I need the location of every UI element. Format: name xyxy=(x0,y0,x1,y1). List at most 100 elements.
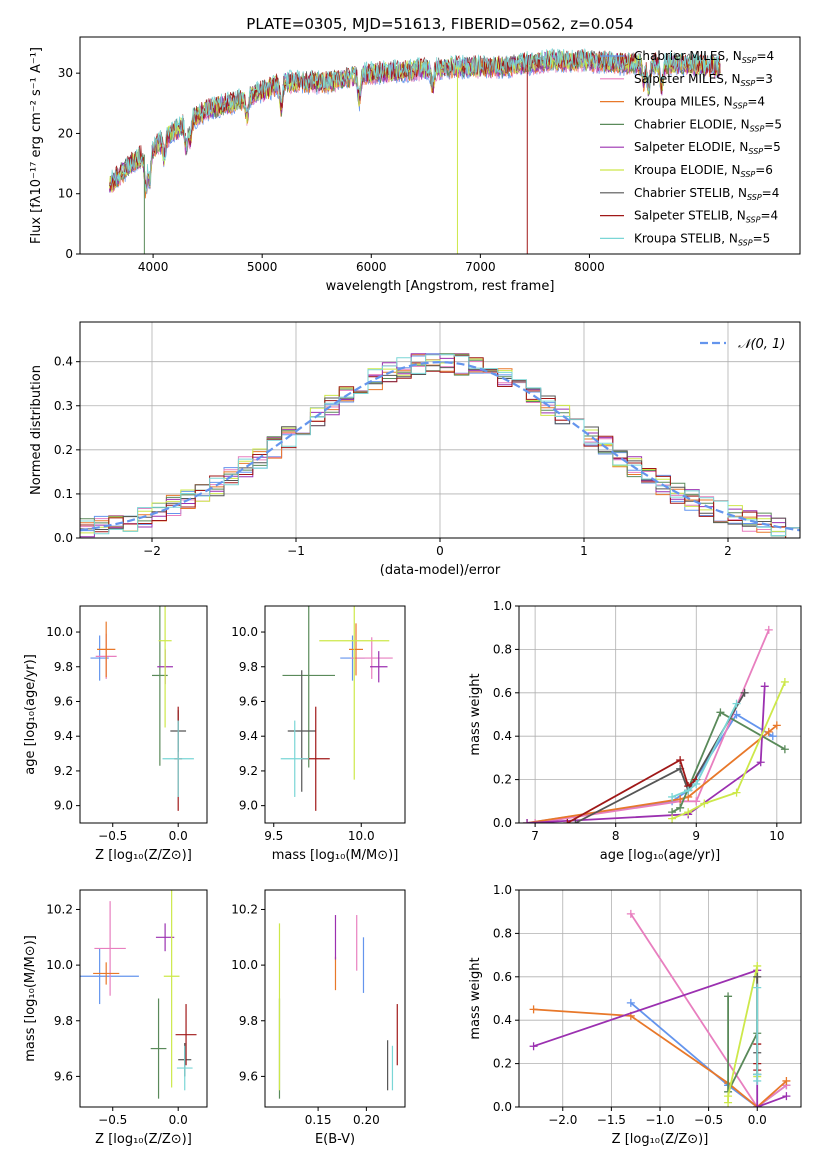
y-tick-label: 0.2 xyxy=(493,773,512,787)
y-tick-label: 10.2 xyxy=(46,902,73,916)
x-axis-label: mass [log₁₀(M/M⊙)] xyxy=(272,848,399,863)
x-tick-label: 4000 xyxy=(138,260,169,274)
histogram-step xyxy=(80,354,800,537)
legend-label: Chabrier MILES, NSSP=4 xyxy=(634,49,774,65)
series-marker xyxy=(780,745,789,754)
y-tick-label: 9.4 xyxy=(54,729,73,743)
axes-frame xyxy=(264,889,406,1108)
series-line xyxy=(671,711,786,813)
x-tick-label: 0.0 xyxy=(748,1113,767,1127)
series-marker xyxy=(724,992,733,1001)
x-axis-label: age [log₁₀(age/yr)] xyxy=(600,848,721,863)
massweight-vs-metallicity-plot: −2.0 −1.5 −1.0 −0.5 0.0 0.0 0.2 0.4 0.6 0.8 1.0 Z [… xyxy=(468,883,802,1147)
y-tick-label: 0.2 xyxy=(54,443,73,457)
series-marker xyxy=(668,792,677,801)
series-marker xyxy=(529,1005,538,1014)
series-marker xyxy=(626,909,635,918)
y-tick-label: 10 xyxy=(58,187,73,201)
series-marker xyxy=(732,788,741,797)
series-marker xyxy=(782,1076,791,1085)
series-marker xyxy=(523,819,532,823)
x-tick-label: −1.5 xyxy=(597,1113,626,1127)
series-marker xyxy=(676,756,685,765)
y-axis-label: Flux [fλ10⁻¹⁷ erg cm⁻² s⁻¹ A⁻¹] xyxy=(29,47,44,244)
y-axis-label: mass weight xyxy=(468,673,483,755)
y-tick-label: 0.1 xyxy=(54,487,73,501)
x-tick-label: 1 xyxy=(580,544,588,558)
x-tick-label: 10 xyxy=(769,829,784,843)
figure-title: PLATE=0305, MJD=51613, FIBERID=0562, z=0… xyxy=(246,15,633,33)
x-tick-label: 0.20 xyxy=(353,1113,380,1127)
series-marker xyxy=(692,797,701,806)
y-tick-label: 0.3 xyxy=(54,399,73,413)
y-axis-label: Normed distribution xyxy=(29,365,44,495)
y-tick-label: 9.4 xyxy=(239,729,258,743)
y-tick-label: 10.2 xyxy=(231,902,258,916)
normal-curve xyxy=(80,360,800,532)
y-tick-label: 9.6 xyxy=(239,694,258,708)
series-marker xyxy=(756,758,765,767)
series-line xyxy=(566,758,697,823)
series-marker xyxy=(563,819,572,823)
x-tick-label: 8000 xyxy=(574,260,605,274)
series-marker xyxy=(753,961,762,970)
series-marker xyxy=(732,699,741,708)
legend-label: Chabrier STELIB, NSSP=4 xyxy=(634,186,779,202)
x-tick-label: 0.0 xyxy=(169,829,188,843)
y-tick-label: 20 xyxy=(58,126,73,140)
y-tick-label: 0.6 xyxy=(493,970,512,984)
y-tick-label: 9.0 xyxy=(239,799,258,813)
y-tick-label: 10.0 xyxy=(231,958,258,972)
plot-area xyxy=(90,606,194,811)
series-line xyxy=(671,703,738,798)
series-marker xyxy=(626,998,635,1007)
series-marker xyxy=(676,803,685,812)
series-marker xyxy=(529,1042,538,1051)
series-marker xyxy=(700,799,709,808)
series-marker xyxy=(531,819,540,823)
plot-area xyxy=(80,353,800,538)
residual-histogram: −2 −1 0 1 2 0.0 0.1 0.2 0.3 0.4 (data-model)/error… xyxy=(29,321,801,578)
plot-area xyxy=(80,890,197,1099)
legend-label: Kroupa MILES, NSSP=4 xyxy=(634,95,765,111)
y-tick-label: 9.2 xyxy=(54,764,73,778)
y-tick-label: 9.8 xyxy=(54,1014,73,1028)
x-tick-label: 0.0 xyxy=(169,1113,188,1127)
series-line xyxy=(574,692,746,823)
x-tick-label: 7 xyxy=(531,829,539,843)
axes-frame xyxy=(79,36,801,255)
y-tick-label: 0.0 xyxy=(493,816,512,830)
y-tick-label: 9.2 xyxy=(239,764,258,778)
legend-label: Salpeter STELIB, NSSP=4 xyxy=(634,209,778,225)
series-line xyxy=(526,713,774,823)
y-axis-label: age [log₁₀(age/yr)] xyxy=(23,654,38,775)
x-axis-label: Z [log₁₀(Z/Z⊙)] xyxy=(95,1132,192,1147)
plot-area xyxy=(280,606,393,811)
y-tick-label: 0.8 xyxy=(493,642,512,656)
series-line xyxy=(534,629,770,823)
x-tick-label: −0.5 xyxy=(694,1113,723,1127)
mass-vs-metallicity-plot: −0.5 0.0 9.6 9.8 10.0 10.2 Z [log₁₀(Z/Z⊙)] mass… xyxy=(23,889,208,1147)
series-marker xyxy=(724,1092,733,1101)
y-tick-label: 10.0 xyxy=(46,625,73,639)
legend-label: Kroupa STELIB, NSSP=5 xyxy=(634,231,770,247)
series-marker xyxy=(684,808,693,817)
series-marker xyxy=(571,819,580,823)
legend-label: Kroupa ELODIE, NSSP=6 xyxy=(634,163,773,179)
histogram-legend: 𝒩(0, 1) xyxy=(700,337,785,352)
x-tick-label: 9.5 xyxy=(264,829,283,843)
y-tick-label: 9.6 xyxy=(54,694,73,708)
y-axis-label: mass weight xyxy=(468,957,483,1039)
x-tick-label: 9 xyxy=(692,829,700,843)
series-marker xyxy=(684,786,693,795)
x-axis-label: Z [log₁₀(Z/Z⊙)] xyxy=(612,1132,709,1147)
y-tick-label: 0.4 xyxy=(493,729,512,743)
legend-label: 𝒩(0, 1) xyxy=(738,337,785,352)
series-marker xyxy=(692,779,701,788)
x-axis-label: wavelength [Angstrom, rest frame] xyxy=(326,279,555,294)
series-line xyxy=(526,724,778,823)
plot-area xyxy=(529,909,791,1107)
x-tick-label: −0.5 xyxy=(98,1113,127,1127)
x-tick-label: −1.0 xyxy=(645,1113,674,1127)
y-tick-label: 0 xyxy=(65,247,73,261)
